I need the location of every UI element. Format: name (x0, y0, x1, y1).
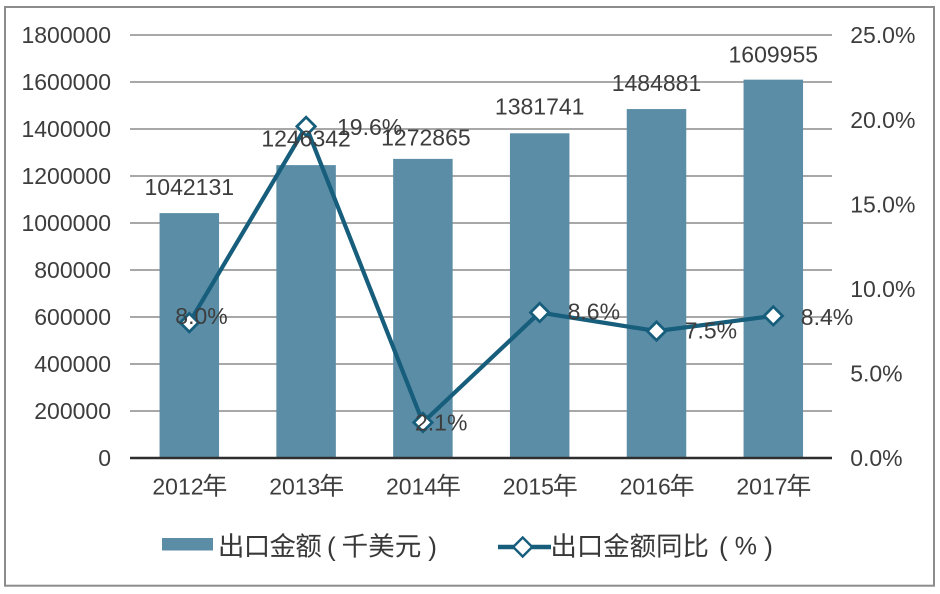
svg-text:20.0%: 20.0% (850, 107, 915, 133)
svg-text:1042131: 1042131 (145, 174, 235, 200)
svg-text:1272865: 1272865 (381, 125, 471, 151)
svg-text:1400000: 1400000 (21, 116, 111, 142)
svg-text:2016: 2016 (620, 474, 671, 500)
svg-text:10.0%: 10.0% (850, 276, 915, 302)
svg-text:5.0%: 5.0% (850, 361, 902, 387)
svg-text:8.0%: 8.0% (175, 303, 227, 329)
svg-text:1800000: 1800000 (21, 22, 111, 48)
svg-text:2.1%: 2.1% (415, 410, 467, 436)
svg-text:1000000: 1000000 (21, 210, 111, 236)
svg-text:): ) (764, 532, 773, 562)
svg-text:2017: 2017 (736, 474, 787, 500)
svg-text:800000: 800000 (34, 257, 111, 283)
svg-text:8.4%: 8.4% (801, 304, 853, 330)
svg-text:0.0%: 0.0% (850, 445, 902, 471)
svg-text:25.0%: 25.0% (850, 22, 915, 48)
svg-text:600000: 600000 (34, 304, 111, 330)
svg-text:0: 0 (98, 445, 111, 471)
svg-text:): ) (428, 532, 437, 562)
svg-text:(: ( (719, 532, 728, 562)
svg-text:1600000: 1600000 (21, 69, 111, 95)
svg-text:1200000: 1200000 (21, 163, 111, 189)
svg-text:400000: 400000 (34, 351, 111, 377)
svg-text:200000: 200000 (34, 398, 111, 424)
svg-text:2015: 2015 (503, 474, 554, 500)
svg-text:(: ( (327, 532, 336, 562)
svg-text:2014: 2014 (386, 474, 437, 500)
svg-text:1381741: 1381741 (495, 94, 585, 120)
svg-text:2012: 2012 (152, 474, 203, 500)
svg-text:2013: 2013 (269, 474, 320, 500)
svg-text:8.6%: 8.6% (568, 299, 620, 325)
svg-text:1246342: 1246342 (261, 126, 351, 152)
svg-text:1484881: 1484881 (612, 70, 702, 96)
svg-text:19.6%: 19.6% (337, 114, 402, 140)
svg-text:15.0%: 15.0% (850, 191, 915, 217)
svg-text:7.5%: 7.5% (685, 317, 737, 343)
svg-text:%: % (735, 533, 757, 561)
svg-text:1609955: 1609955 (729, 42, 819, 68)
